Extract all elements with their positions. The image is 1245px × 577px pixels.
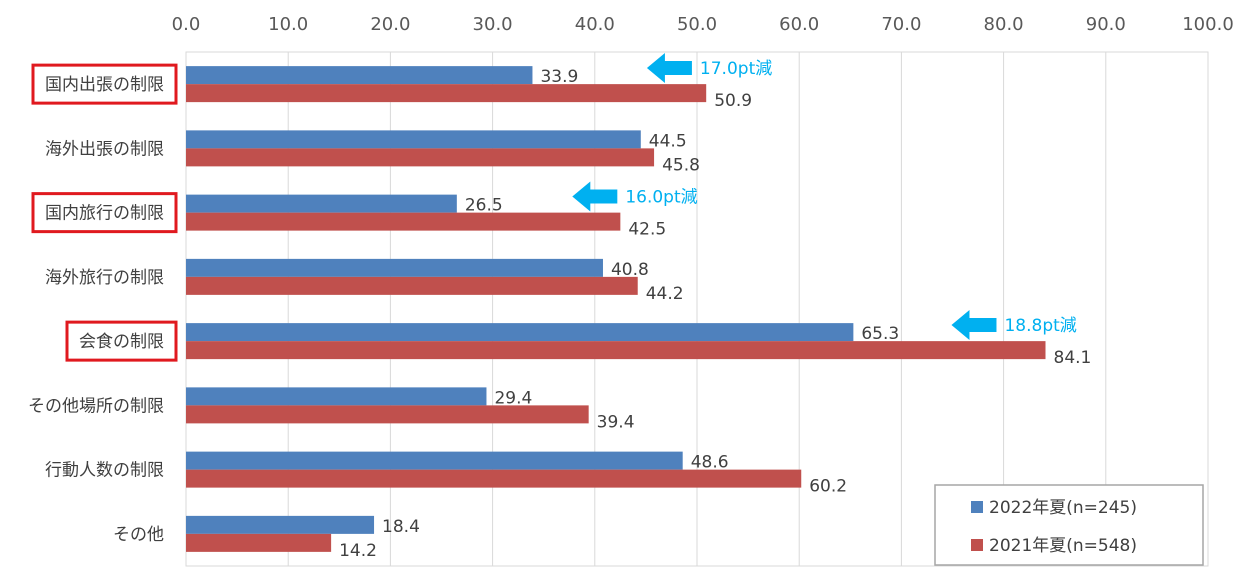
annotation-label: 17.0pt減 [700, 59, 772, 79]
bar [186, 469, 802, 488]
x-tick-label: 40.0 [575, 14, 615, 35]
data-label: 60.2 [809, 477, 847, 497]
category-label: 海外出張の制限 [45, 139, 164, 159]
x-tick-label: 60.0 [779, 14, 819, 35]
data-label: 29.4 [494, 388, 532, 408]
bar [186, 276, 638, 295]
annotation-label: 16.0pt減 [625, 188, 697, 208]
data-label: 44.2 [646, 284, 684, 304]
category-label: その他 [113, 525, 164, 545]
x-tick-label: 80.0 [984, 14, 1024, 35]
category-label: 会食の制限 [79, 332, 164, 352]
data-label: 42.5 [628, 220, 666, 240]
x-tick-label: 70.0 [881, 14, 921, 35]
highlight-box [31, 192, 178, 234]
category-label: 行動人数の制限 [45, 461, 164, 481]
x-tick-label: 90.0 [1086, 14, 1126, 35]
highlight-box [31, 63, 178, 105]
data-label: 40.8 [611, 260, 649, 280]
category-label: 海外旅行の制限 [45, 268, 164, 288]
data-label: 14.2 [339, 541, 377, 561]
bar [186, 387, 487, 406]
data-label: 50.9 [714, 91, 752, 111]
bar [186, 533, 332, 552]
x-tick-label: 20.0 [370, 14, 410, 35]
data-label: 65.3 [861, 324, 899, 344]
category-label: その他場所の制限 [28, 396, 164, 416]
data-label: 84.1 [1054, 348, 1092, 368]
legend-swatch [971, 501, 983, 513]
left-arrow-icon [951, 310, 997, 340]
bar [186, 194, 457, 213]
data-label: 48.6 [691, 453, 729, 473]
bar [186, 212, 621, 231]
bar [186, 323, 854, 342]
left-arrow-icon [572, 181, 618, 212]
bar [186, 515, 375, 534]
data-label: 18.4 [382, 517, 420, 537]
left-arrow-icon [646, 53, 692, 83]
data-label: 45.8 [662, 155, 700, 175]
category-label: 国内出張の制限 [45, 75, 164, 95]
legend-swatch [971, 539, 983, 551]
x-tick-label: 50.0 [677, 14, 717, 35]
x-tick-label: 30.0 [473, 14, 513, 35]
x-tick-label: 10.0 [268, 14, 308, 35]
data-label: 44.5 [649, 131, 687, 151]
highlight-box [65, 320, 178, 362]
annotation-label: 18.8pt減 [1004, 316, 1076, 336]
data-label: 39.4 [597, 412, 635, 432]
bar [186, 130, 641, 149]
data-label: 33.9 [540, 67, 578, 87]
data-label: 26.5 [465, 196, 503, 216]
x-tick-label: 100.0 [1182, 14, 1234, 35]
bar [186, 66, 533, 85]
bar [186, 341, 1046, 360]
bar [186, 451, 683, 470]
legend-label: 2021年夏(n=548) [989, 536, 1137, 556]
legend-label: 2022年夏(n=245) [989, 498, 1137, 518]
bar [186, 405, 589, 424]
x-tick-label: 0.0 [172, 14, 201, 35]
bar [186, 84, 707, 103]
category-label: 国内旅行の制限 [45, 204, 164, 224]
legend-box [934, 484, 1204, 566]
bar [186, 148, 655, 167]
bar [186, 258, 603, 277]
